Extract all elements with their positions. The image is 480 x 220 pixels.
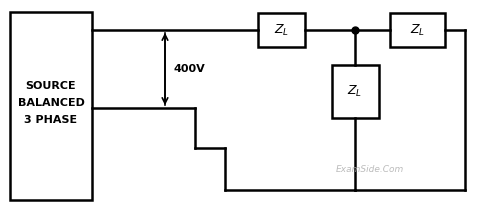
- Text: 400V: 400V: [173, 64, 205, 74]
- Bar: [10, 12, 92, 200]
- Text: ExamSide.Com: ExamSide.Com: [336, 165, 404, 174]
- Text: $Z_L$: $Z_L$: [410, 22, 425, 38]
- Bar: [258, 13, 305, 47]
- Text: 3 PHASE: 3 PHASE: [24, 115, 78, 125]
- Bar: [390, 13, 445, 47]
- Text: $Z_L$: $Z_L$: [274, 22, 289, 38]
- Text: $Z_L$: $Z_L$: [348, 84, 362, 99]
- Text: SOURCE: SOURCE: [26, 81, 76, 91]
- Text: BALANCED: BALANCED: [18, 98, 84, 108]
- Bar: [332, 65, 379, 118]
